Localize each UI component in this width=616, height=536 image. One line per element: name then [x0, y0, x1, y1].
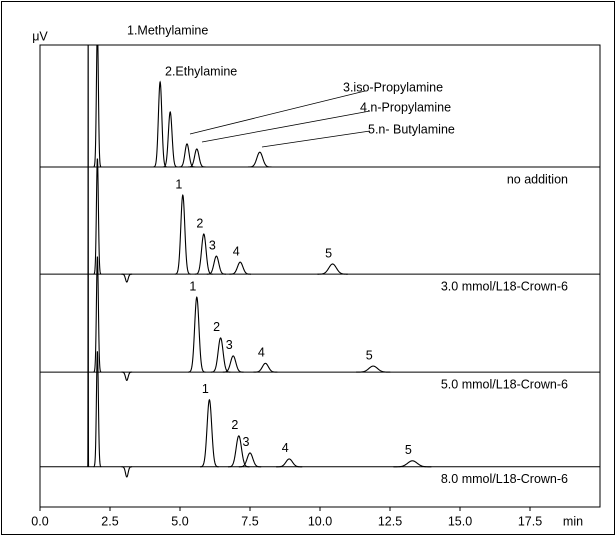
peak [200, 398, 219, 468]
peak-label: 3.iso-Propylamine [343, 80, 443, 94]
x-tick-label: 12.5 [378, 514, 402, 528]
peak-label: 4.n-Propylamine [360, 100, 451, 114]
peak [206, 255, 227, 275]
peak-label: 1 [189, 280, 196, 294]
peak-label: 2 [231, 418, 238, 432]
peak [317, 263, 348, 275]
leader-line [189, 90, 366, 135]
peak [228, 435, 250, 468]
peak-label: 3 [226, 338, 233, 352]
peak-label: 1.Methylamine [127, 23, 208, 37]
peak [93, 351, 102, 468]
peak-label: 5.n- Butylamine [368, 122, 455, 136]
x-tick-label: 15.0 [448, 514, 472, 528]
peak-label: 5 [325, 246, 332, 260]
peak [253, 362, 278, 373]
peak [93, 256, 102, 373]
peak-label: 4 [233, 244, 240, 258]
y-axis-label: μV [32, 29, 48, 43]
peak-label: 2 [196, 216, 203, 230]
peak-label: 2.Ethylamine [165, 64, 237, 78]
peak-label: 1 [175, 177, 182, 191]
peak-label: 3 [243, 435, 250, 449]
x-tick-label: 0.0 [31, 514, 48, 528]
leader-line [261, 130, 371, 148]
peak [162, 110, 178, 168]
x-tick-label: 7.5 [241, 514, 258, 528]
trace-name: 3.0 mmol/L18-Crown-6 [441, 279, 568, 293]
peak [178, 143, 196, 168]
x-tick-label: 17.5 [518, 514, 542, 528]
peak [238, 452, 262, 468]
peak [194, 233, 213, 275]
peak-label: 5 [366, 348, 373, 362]
trace-name: 8.0 mmol/L18-Crown-6 [441, 472, 568, 486]
leader-line [201, 110, 371, 143]
peak [393, 460, 432, 468]
peak-label: 3 [209, 238, 216, 252]
trace-name: no addition [507, 172, 568, 186]
x-axis-label: min [563, 514, 583, 528]
peak [229, 261, 251, 275]
leader-lines [189, 90, 371, 148]
peak [153, 80, 168, 168]
peak [121, 371, 133, 381]
peak-label: 1 [202, 382, 209, 396]
peak [222, 355, 244, 373]
peak [276, 458, 303, 468]
peak-label: 5 [405, 443, 412, 457]
peak [121, 273, 133, 283]
x-tick-label: 10.0 [308, 514, 332, 528]
peak [248, 151, 272, 168]
peak [188, 296, 206, 373]
peak [93, 158, 102, 275]
trace-name: 5.0 mmol/L18-Crown-6 [441, 377, 568, 391]
peak-label: 4 [258, 346, 265, 360]
peak [188, 148, 206, 168]
peak-label: 4 [282, 441, 289, 455]
x-tick-label: 2.5 [101, 514, 118, 528]
peak [174, 193, 191, 275]
traces [40, 45, 600, 478]
peak-label: 2 [213, 320, 220, 334]
peak [356, 365, 391, 373]
peak [93, 45, 102, 168]
peak [121, 466, 133, 478]
peak [87, 45, 90, 467]
x-tick-label: 5.0 [171, 514, 188, 528]
